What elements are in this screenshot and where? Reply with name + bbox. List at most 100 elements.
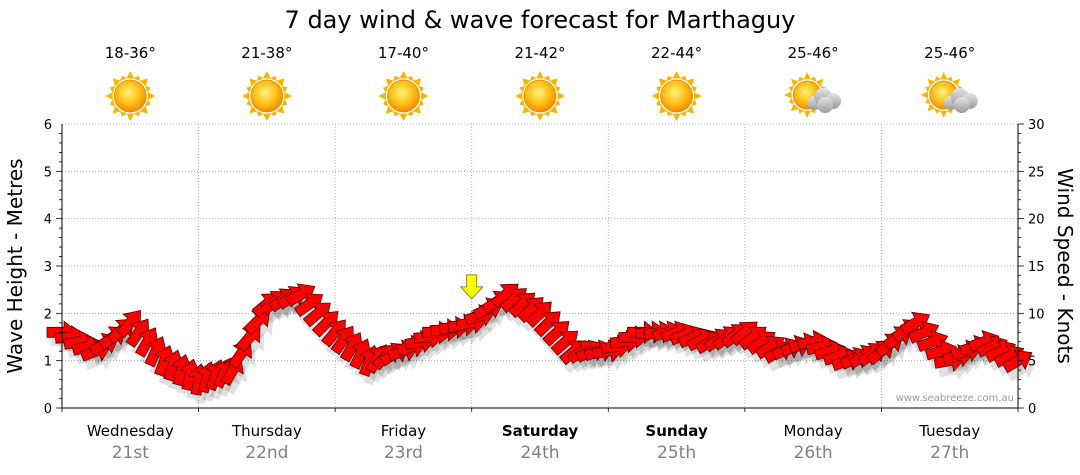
cloud-puff — [817, 97, 834, 113]
wind-arrow — [243, 308, 271, 336]
sun-ray — [249, 78, 258, 87]
sun-disc — [660, 79, 693, 113]
sun-ray — [413, 78, 422, 87]
sun-ray — [952, 78, 960, 87]
cloud-icon — [943, 88, 978, 113]
sun-ray — [797, 76, 805, 82]
sun-ray — [105, 92, 113, 100]
chart-title: 7 day wind & wave forecast for Marthaguy — [285, 6, 796, 34]
sun-ray — [110, 99, 116, 107]
sun-ray — [241, 92, 250, 100]
sun-ray — [940, 72, 948, 80]
sun-ray — [651, 92, 659, 100]
wind-arrow-shadow — [84, 349, 116, 371]
sun-ray — [256, 110, 264, 117]
sun-ray — [281, 99, 288, 107]
sun-ray — [284, 92, 292, 100]
credit-label: www.seabreeze.com.au — [896, 393, 1014, 404]
sun-ray — [110, 85, 116, 93]
wind-arrow-shadow — [391, 349, 423, 371]
wind-arrow — [135, 327, 159, 358]
sun-ray — [656, 99, 662, 107]
temperature-label: 25-46° — [788, 44, 839, 62]
sun-ray — [112, 105, 121, 114]
sun-ray — [393, 110, 401, 117]
left-tick-label: 0 — [44, 402, 52, 417]
left-tick-label: 6 — [44, 118, 52, 133]
wind-arrow-shadow — [861, 352, 891, 376]
sun-ray — [790, 103, 799, 112]
sun-ray — [934, 108, 941, 114]
wind-arrow-shadow — [887, 335, 916, 359]
sun-ray — [549, 78, 558, 87]
sun-icon — [515, 71, 565, 121]
sun-ray — [378, 92, 386, 100]
wind-arrow — [311, 311, 339, 338]
sun-ray — [934, 76, 941, 82]
right-axis-ticks: 0 5 10 15 20 25 30 — [1028, 118, 1045, 417]
sun-ray — [788, 85, 795, 93]
sun-ray — [925, 97, 931, 105]
sun-ray — [406, 110, 414, 117]
temperature-label: 21-42° — [514, 44, 565, 62]
sun-ray — [529, 110, 537, 117]
left-tick-label: 4 — [44, 213, 52, 228]
sun-ray — [784, 91, 792, 99]
sun-ray — [519, 99, 526, 107]
sun-ray — [672, 71, 681, 79]
sun-ray — [249, 105, 258, 114]
sun-ray — [421, 92, 429, 100]
sun-ray — [133, 110, 141, 117]
wind-arrow-shadow — [767, 349, 797, 373]
temperature-label: 25-46° — [924, 44, 975, 62]
sun-ray — [940, 110, 948, 118]
sun-ray — [246, 85, 253, 93]
temperature-label: 22-44° — [651, 44, 702, 62]
sun-ray — [126, 71, 135, 79]
wind-arrow — [550, 330, 579, 356]
sun-ray — [803, 72, 811, 80]
sun-ray — [119, 75, 128, 82]
temperature-label: 18-36° — [105, 44, 156, 62]
wind-arrow — [125, 318, 150, 349]
sun-ray — [270, 75, 278, 82]
sun-ray — [529, 75, 537, 82]
sun-ray — [554, 99, 561, 107]
sun-disc — [387, 79, 420, 113]
left-tick-label: 5 — [44, 165, 52, 180]
day-name-label: Thursday — [231, 422, 302, 440]
sun-ray — [139, 105, 148, 114]
sun-ray — [262, 71, 271, 79]
wind-arrow — [116, 310, 142, 339]
left-tick-label: 1 — [44, 355, 52, 370]
sun-ray — [557, 92, 565, 100]
day-date-label: 25th — [657, 443, 696, 463]
sun-ray — [543, 110, 551, 117]
weather-row: 18-36° 21-38° 17-40° 21-42° 22-44° 25-46° 25-4… — [105, 44, 978, 121]
sun-icon — [651, 71, 702, 121]
sun-ray — [672, 113, 681, 121]
sun-ray — [666, 75, 674, 82]
sun-ray — [383, 99, 389, 107]
temperature-label: 21-38° — [241, 44, 292, 62]
sun-ray — [270, 110, 278, 117]
sun-ray — [262, 113, 271, 121]
sun-ray — [145, 99, 151, 107]
sun-ray — [399, 71, 408, 79]
sun-ray — [536, 113, 544, 121]
right-tick-label: 0 — [1028, 402, 1036, 417]
sun-ray — [679, 75, 687, 82]
sun-ray — [393, 75, 401, 82]
temperature-label: 17-40° — [378, 44, 429, 62]
sun-ray — [543, 75, 551, 82]
sun-ray — [406, 75, 414, 82]
right-tick-label: 25 — [1028, 165, 1045, 180]
wind-arrow — [144, 336, 168, 368]
sun-disc — [113, 79, 147, 113]
peak-marker — [459, 274, 484, 300]
sun-ray — [549, 105, 558, 114]
right-tick-label: 5 — [1028, 355, 1036, 370]
sun-icon — [241, 71, 292, 121]
sun-ray — [246, 99, 253, 107]
sun-ray — [927, 78, 936, 87]
